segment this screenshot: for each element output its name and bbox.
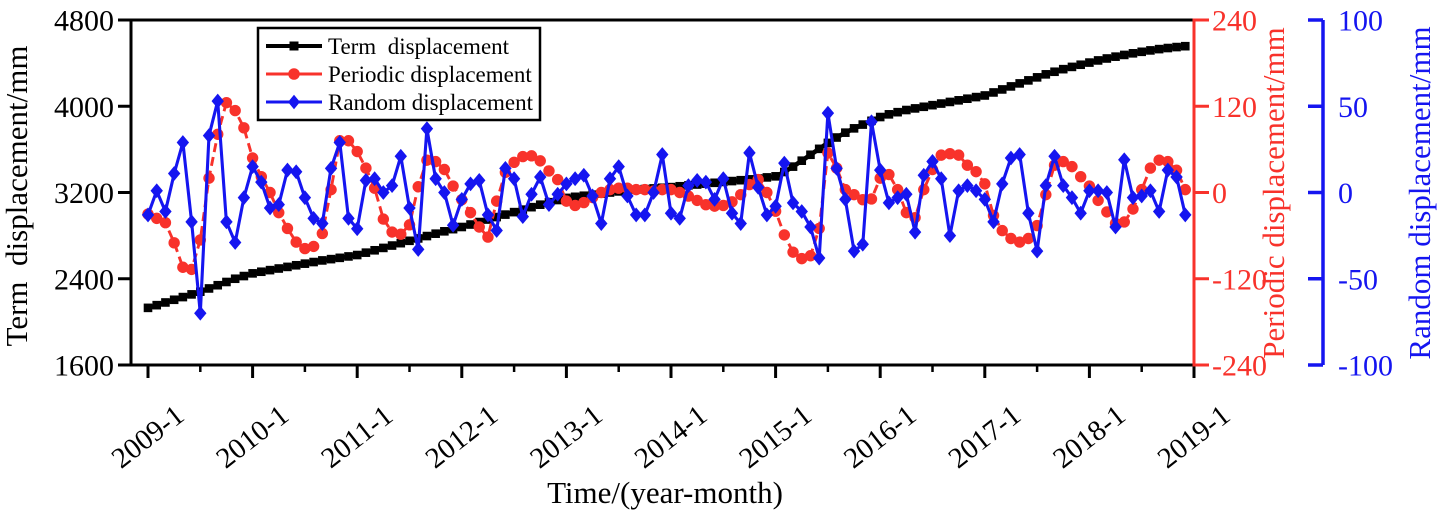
x-axis: 2009-1 2010-1 2011-1 2012-1 2013-1 2014-1 2015… — [106, 365, 1236, 475]
periodic-axis: 240 120 0 -120 -240 — [1192, 5, 1267, 383]
x-tick-label: 2015-1 — [733, 399, 817, 475]
periodic-tick-label: -240 — [1212, 350, 1267, 383]
random-displacement-series — [141, 93, 1192, 321]
legend-item-term: Term displacement — [328, 34, 510, 59]
periodic-tick-label: 240 — [1212, 5, 1257, 38]
left-tick-label: 2400 — [54, 263, 114, 296]
x-tick-label: 2014-1 — [629, 399, 713, 475]
x-tick-label: 2010-1 — [210, 399, 294, 475]
left-axis: 4800 4000 3200 2400 1600 — [54, 5, 131, 383]
left-tick-label: 1600 — [54, 350, 114, 383]
left-tick-label: 3200 — [54, 177, 114, 210]
legend: Term displacement Periodic displacement … — [256, 26, 542, 122]
legend-sample-marker-diamond — [288, 94, 300, 110]
legend-item-random: Random displacement — [328, 90, 534, 115]
left-axis-title: Term displacement/mm — [0, 46, 34, 347]
legend-sample-marker-square — [289, 41, 299, 51]
periodic-tick-label: 120 — [1212, 91, 1257, 124]
random-tick-label: 50 — [1338, 91, 1368, 124]
periodic-axis-title: Periodic displacement/mm — [1256, 27, 1291, 358]
x-tick-label: 2013-1 — [524, 399, 608, 475]
legend-sample-marker-circle — [288, 68, 300, 80]
random-tick-label: -50 — [1338, 263, 1378, 296]
x-tick-label: 2016-1 — [838, 399, 922, 475]
random-tick-label: 100 — [1338, 5, 1383, 38]
x-tick-label: 2012-1 — [420, 399, 504, 475]
legend-item-periodic: Periodic displacement — [328, 62, 532, 87]
random-axis: 100 50 0 -50 -100 — [1308, 5, 1393, 383]
periodic-tick-label: 0 — [1212, 177, 1227, 210]
x-tick-label: 2019-1 — [1152, 399, 1236, 475]
random-tick-label: -100 — [1338, 350, 1393, 383]
random-tick-label: 0 — [1338, 177, 1353, 210]
x-tick-label: 2011-1 — [315, 399, 399, 474]
left-tick-label: 4000 — [54, 91, 114, 124]
left-tick-label: 4800 — [54, 5, 114, 38]
periodic-tick-label: -120 — [1212, 263, 1267, 296]
random-axis-title: Random displacement/mm — [1402, 26, 1437, 359]
x-axis-title: Time/(year-month) — [547, 475, 783, 510]
x-tick-label: 2017-1 — [943, 399, 1027, 475]
x-tick-label: 2009-1 — [106, 399, 190, 475]
x-tick-label: 2018-1 — [1047, 399, 1131, 475]
